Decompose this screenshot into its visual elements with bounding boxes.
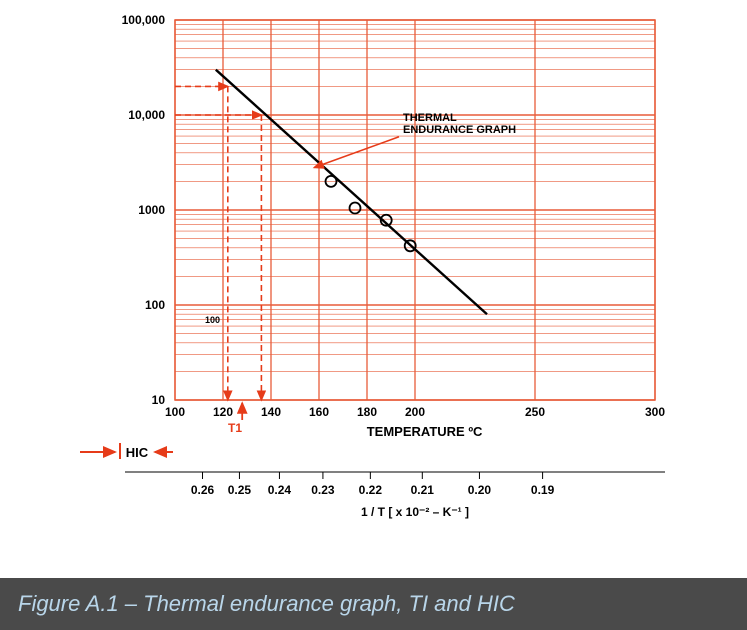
svg-text:0.25: 0.25 (228, 483, 252, 497)
svg-text:0.23: 0.23 (311, 483, 335, 497)
svg-text:100,000: 100,000 (122, 13, 166, 27)
svg-text:100: 100 (145, 298, 165, 312)
svg-text:THERMAL: THERMAL (403, 112, 457, 124)
figure-caption: Figure A.1 – Thermal endurance graph, TI… (0, 578, 747, 630)
svg-text:10: 10 (152, 393, 166, 407)
svg-text:1 / T [ x 10⁻² – K⁻¹ ]: 1 / T [ x 10⁻² – K⁻¹ ] (361, 505, 469, 519)
svg-text:0.22: 0.22 (359, 483, 383, 497)
svg-text:180: 180 (357, 405, 377, 419)
caption-text: Figure A.1 – Thermal endurance graph, TI… (18, 591, 515, 617)
svg-text:1000: 1000 (138, 203, 165, 217)
svg-text:0.26: 0.26 (191, 483, 215, 497)
svg-text:100: 100 (205, 315, 220, 325)
svg-text:0.21: 0.21 (411, 483, 435, 497)
svg-text:120: 120 (213, 405, 233, 419)
svg-text:160: 160 (309, 405, 329, 419)
svg-text:100: 100 (165, 405, 185, 419)
svg-text:0.20: 0.20 (468, 483, 492, 497)
svg-text:300: 300 (645, 405, 665, 419)
svg-text:HIC: HIC (126, 445, 149, 460)
svg-text:0.19: 0.19 (531, 483, 555, 497)
svg-text:ENDURANCE GRAPH: ENDURANCE GRAPH (403, 124, 516, 136)
svg-text:TEMPERATURE ºC: TEMPERATURE ºC (367, 424, 483, 439)
svg-text:0.24: 0.24 (268, 483, 292, 497)
thermal-endurance-chart: 10100100010,000100,000100100120140160180… (0, 0, 747, 578)
svg-text:10,000: 10,000 (128, 108, 165, 122)
svg-text:250: 250 (525, 405, 545, 419)
svg-text:T1: T1 (228, 421, 242, 435)
svg-text:140: 140 (261, 405, 281, 419)
svg-text:200: 200 (405, 405, 425, 419)
